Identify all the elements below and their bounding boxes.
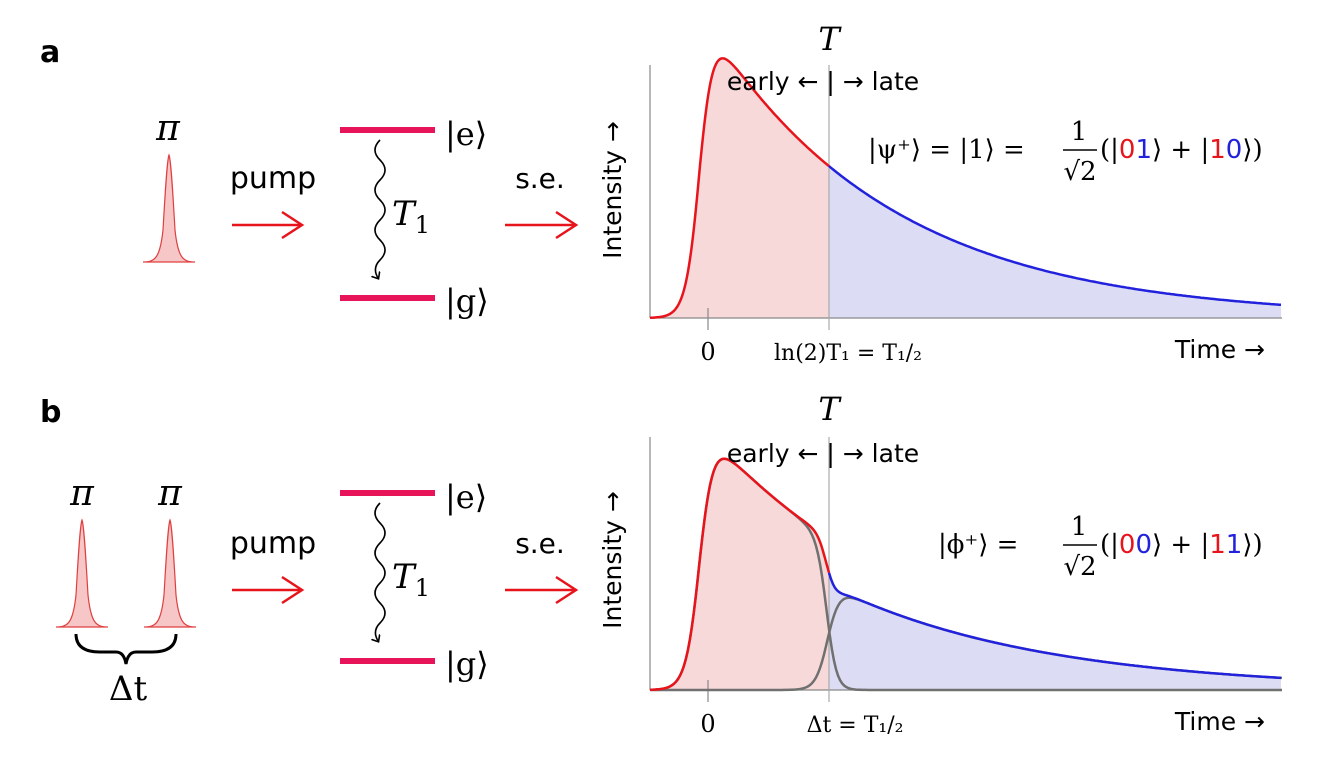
pump-label: pump bbox=[230, 161, 316, 196]
state-prefix: |ϕ⁺⟩ = bbox=[938, 530, 1018, 560]
x-axis-label: Time → bbox=[1174, 707, 1265, 736]
late-curve bbox=[827, 572, 1282, 680]
tick-mid-label: Δt = T₁/₂ bbox=[807, 713, 904, 738]
plot-b: T early ← | → late Intensity → Time → 0 … bbox=[598, 390, 1283, 738]
decay-label: T1 bbox=[392, 194, 430, 239]
early-curve bbox=[649, 57, 830, 320]
decay-wavy-arrow bbox=[375, 139, 386, 278]
late-curve bbox=[828, 165, 1282, 307]
decay-label: T1 bbox=[392, 557, 430, 602]
pulse-shape bbox=[143, 518, 197, 628]
y-axis-label: Intensity → bbox=[598, 121, 627, 259]
pulse-shape bbox=[55, 518, 109, 628]
state-ket-expr: (|01⟩ + |10⟩) bbox=[1100, 135, 1263, 165]
early-late-label: early ← | → late bbox=[727, 67, 919, 96]
early-late-label: early ← | → late bbox=[727, 439, 919, 468]
emission-arrow bbox=[505, 575, 579, 605]
pulse-label: π bbox=[157, 473, 183, 514]
pump-arrow bbox=[232, 210, 305, 240]
tick-mid-label: ln(2)T₁ = T₁/₂ bbox=[774, 341, 922, 366]
emission-arrow bbox=[505, 210, 579, 240]
state-coef-num: 1 bbox=[1071, 512, 1088, 542]
emission-label: s.e. bbox=[515, 527, 565, 560]
y-axis-label: Intensity → bbox=[598, 491, 627, 629]
late-fill bbox=[829, 572, 1281, 690]
late-fill bbox=[829, 166, 1281, 318]
early-curve bbox=[650, 457, 831, 692]
tick-zero-label: 0 bbox=[700, 338, 715, 366]
decay-wavy-arrow bbox=[375, 502, 386, 641]
delay-label: Δt bbox=[109, 669, 148, 709]
state-coef-den: √2 bbox=[1063, 552, 1096, 582]
state-prefix: |ψ⁺⟩ = |1⟩ = bbox=[868, 135, 1025, 165]
pulse-shape bbox=[142, 153, 196, 263]
panel-label: b bbox=[40, 395, 61, 430]
excited-level-label: |e⟩ bbox=[445, 478, 487, 516]
panel-a: a π pump |e⟩ |g⟩ T1 s.e. bbox=[40, 20, 1282, 366]
panel-b: b π π Δt pump |e⟩ |g⟩ T1 s.e. bbox=[40, 390, 1283, 738]
excited-level-label: |e⟩ bbox=[445, 115, 487, 153]
plot-a: T early ← | → late Intensity → Time → 0 … bbox=[598, 20, 1282, 366]
separator-label: T bbox=[818, 390, 842, 428]
state-coef-num: 1 bbox=[1071, 117, 1088, 147]
panel-label: a bbox=[40, 35, 60, 70]
x-axis-label: Time → bbox=[1174, 335, 1265, 364]
early-fill bbox=[650, 58, 829, 319]
pulse-label: π bbox=[69, 473, 95, 514]
ground-level-label: |g⟩ bbox=[445, 282, 489, 320]
pump-label: pump bbox=[230, 526, 316, 561]
state-ket-expr: (|00⟩ + |11⟩) bbox=[1100, 530, 1263, 560]
pulse-label: π bbox=[155, 108, 181, 149]
delay-brace bbox=[74, 633, 178, 665]
separator-label: T bbox=[818, 20, 842, 58]
state-formula: |ψ⁺⟩ = |1⟩ = 1 √2 (|01⟩ + |10⟩) bbox=[868, 117, 1263, 187]
state-formula: |ϕ⁺⟩ = 1 √2 (|00⟩ + |11⟩) bbox=[938, 512, 1263, 582]
early-fill bbox=[650, 458, 829, 690]
tick-zero-label: 0 bbox=[700, 710, 715, 738]
pump-arrow bbox=[232, 575, 305, 605]
ground-level-label: |g⟩ bbox=[445, 645, 489, 683]
emission-label: s.e. bbox=[515, 162, 565, 195]
state-coef-den: √2 bbox=[1063, 157, 1096, 187]
